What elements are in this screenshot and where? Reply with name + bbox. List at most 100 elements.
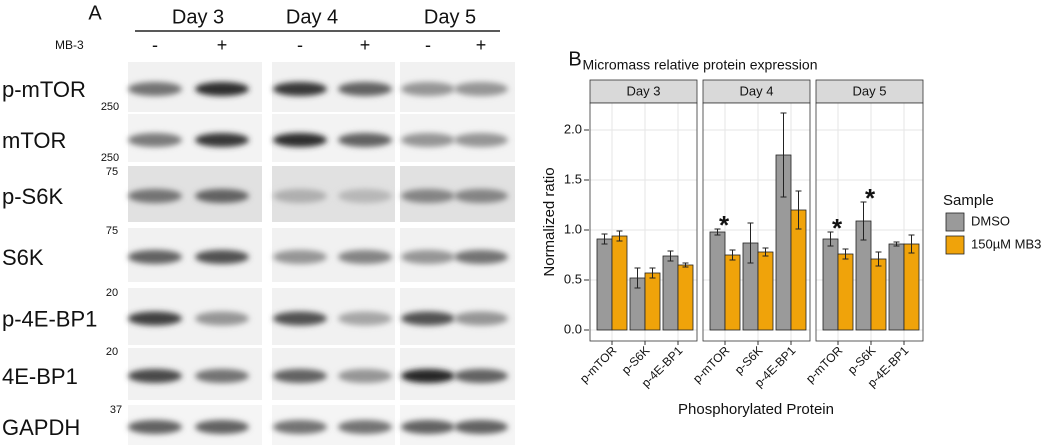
- blot-band: [401, 250, 455, 264]
- day-label: Day 5: [424, 6, 476, 28]
- mw-marker: 20: [106, 287, 118, 299]
- legend-title: Sample: [943, 192, 994, 209]
- blot-band: [338, 82, 392, 96]
- protein-label: p-S6K: [2, 184, 63, 209]
- bar: [709, 231, 726, 331]
- protein-label: S6K: [2, 245, 44, 270]
- error-bar: [649, 267, 656, 279]
- bar: [888, 243, 905, 331]
- bar: [644, 272, 661, 331]
- bar: [757, 251, 774, 331]
- chart-title: Micromass relative protein expression: [583, 57, 818, 73]
- blot-band: [401, 189, 455, 203]
- error-bar: [762, 247, 769, 257]
- error-bar: [747, 222, 754, 264]
- significance: *: [832, 213, 843, 243]
- blot-band: [128, 311, 182, 326]
- error-bar: [682, 262, 689, 268]
- treatment: +: [217, 35, 228, 55]
- blot-band: [338, 189, 392, 203]
- bar: [662, 255, 679, 331]
- error-bar: [634, 267, 641, 289]
- error-bar: [908, 234, 915, 254]
- day-label: Day 3: [172, 6, 224, 28]
- y-tick-label: 1.0: [564, 221, 582, 236]
- blot-band: [338, 369, 392, 383]
- treatment: +: [476, 35, 487, 55]
- blot-band: [273, 82, 327, 96]
- legend-swatch: [945, 212, 965, 232]
- blot-band: [401, 82, 455, 96]
- panel-label: A: [88, 2, 102, 24]
- error-bar: [875, 251, 882, 267]
- x-tick-label: p-mTOR: [690, 343, 733, 386]
- blot-band: [401, 133, 455, 147]
- error-bar: [827, 231, 834, 247]
- panel-border: [815, 102, 924, 342]
- bar: [870, 258, 887, 331]
- protein-label: GAPDH: [2, 415, 80, 440]
- blot-band: [401, 420, 455, 434]
- facet-label: Day 3: [627, 83, 661, 98]
- panel-border: [702, 102, 811, 342]
- blot-band: [401, 369, 455, 383]
- treatment-label: MB-3: [55, 38, 84, 52]
- blot-band: [401, 311, 455, 326]
- blot-band: [273, 189, 327, 203]
- day-label: Day 4: [286, 6, 338, 28]
- treatment: -: [152, 35, 158, 55]
- error-bar: [893, 241, 900, 247]
- legend-label: DMSO: [971, 213, 1010, 228]
- bar: [677, 264, 694, 331]
- blot-band: [338, 420, 392, 434]
- treatment: +: [360, 35, 371, 55]
- error-bar: [860, 201, 867, 241]
- blot-band: [273, 311, 327, 326]
- panel-border: [589, 102, 698, 342]
- blot-band: [128, 369, 182, 383]
- significance: *: [865, 183, 876, 213]
- mw-marker: 75: [106, 166, 118, 178]
- blot-band: [195, 369, 249, 383]
- error-bar: [729, 249, 736, 261]
- y-tick-label: 0.0: [564, 321, 582, 336]
- y-tick-label: 2.0: [564, 121, 582, 136]
- treatment: -: [297, 35, 303, 55]
- treatment: -: [425, 35, 431, 55]
- legend-label: 150µM MB3: [971, 236, 1041, 251]
- blot-band: [195, 250, 249, 264]
- blot-band: [195, 311, 249, 326]
- blot-band: [273, 250, 327, 264]
- facet-label: Day 4: [740, 83, 774, 98]
- protein-label: p-mTOR: [2, 77, 86, 102]
- mw-marker: 250: [101, 101, 119, 113]
- error-bar: [842, 248, 849, 260]
- bar: [611, 235, 628, 331]
- bar: [596, 238, 613, 331]
- facet-label: Day 5: [853, 83, 887, 98]
- blot-band: [273, 369, 327, 383]
- mw-marker: 75: [106, 225, 118, 237]
- error-bar: [795, 190, 802, 230]
- blot-band: [454, 189, 508, 203]
- y-tick-label: 0.5: [564, 271, 582, 286]
- blot-band: [454, 311, 508, 326]
- error-bar: [616, 230, 623, 242]
- blot-band: [454, 420, 508, 434]
- legend-swatch: [945, 235, 965, 255]
- blot-band: [454, 82, 508, 96]
- bar: [822, 238, 839, 331]
- significance: *: [719, 210, 730, 240]
- blot-band: [128, 133, 182, 147]
- error-bar: [714, 228, 721, 236]
- blot-band: [195, 189, 249, 203]
- bar: [724, 254, 741, 331]
- blot-band: [195, 82, 249, 96]
- y-tick-label: 1.5: [564, 171, 582, 186]
- mw-marker: 250: [101, 152, 119, 164]
- x-axis-label: Phosphorylated Protein: [678, 401, 834, 418]
- error-bar: [667, 250, 674, 262]
- blot-band: [454, 369, 508, 383]
- panel-label: B: [568, 48, 581, 70]
